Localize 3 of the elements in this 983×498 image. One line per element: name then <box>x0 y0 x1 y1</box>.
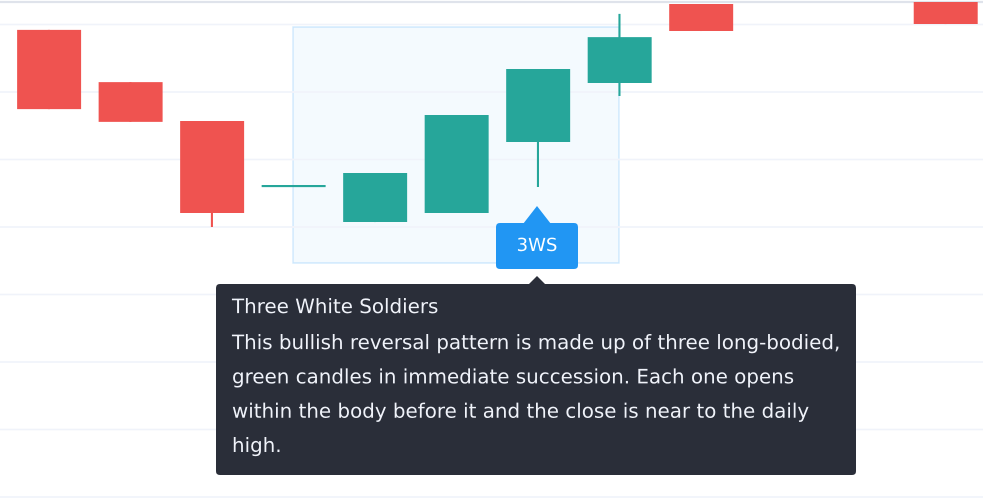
text: This bullish reversal pattern is made up of three long-bodied, green candles in immediate succession. Each one opens within the body before it and the close is near to the daily high. <box>232 334 838 456</box>
text: 3WS <box>518 238 556 252</box>
text: Three White Soldiers <box>232 298 438 314</box>
